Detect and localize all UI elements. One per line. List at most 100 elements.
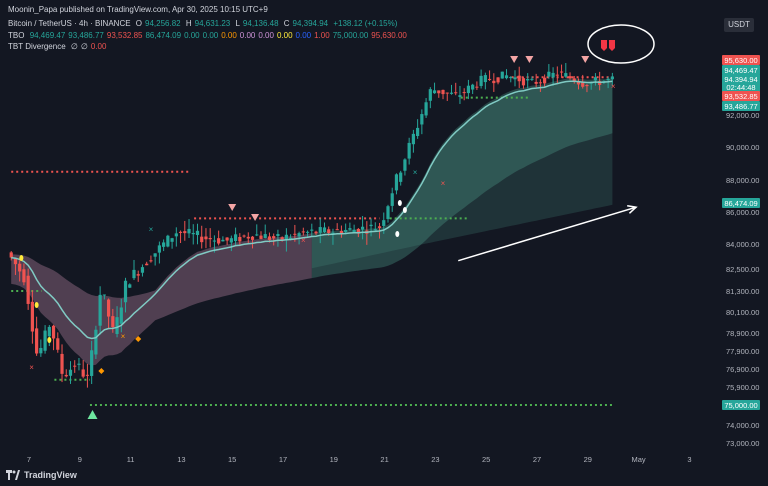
candle-down[interactable] xyxy=(335,223,339,231)
candle-down[interactable] xyxy=(314,230,318,235)
candle-up[interactable] xyxy=(416,119,420,139)
candle-up[interactable] xyxy=(369,218,373,237)
candle-up[interactable] xyxy=(551,67,555,86)
candle-down[interactable] xyxy=(106,298,111,329)
candle-down[interactable] xyxy=(462,88,466,101)
candle-down[interactable] xyxy=(441,89,445,100)
candle-down[interactable] xyxy=(35,316,39,356)
candle-up[interactable] xyxy=(610,72,614,86)
candle-up[interactable] xyxy=(128,283,132,288)
candle-down[interactable] xyxy=(64,369,68,378)
candle-up[interactable] xyxy=(513,70,517,87)
candle-down[interactable] xyxy=(538,79,542,92)
candle-down[interactable] xyxy=(18,260,22,282)
candle-up[interactable] xyxy=(162,239,166,252)
candle-down[interactable] xyxy=(437,90,441,98)
symbol-name[interactable]: Bitcoin / TetherUS · 4h · BINANCE xyxy=(8,19,131,28)
candle-up[interactable] xyxy=(509,76,513,83)
candle-up[interactable] xyxy=(39,339,43,357)
candle-down[interactable] xyxy=(238,233,242,247)
candle-down[interactable] xyxy=(454,82,458,96)
candle-up[interactable] xyxy=(94,325,98,359)
candle-up[interactable] xyxy=(195,223,200,245)
candle-up[interactable] xyxy=(310,223,314,237)
candle-down[interactable] xyxy=(136,270,140,282)
candle-up[interactable] xyxy=(407,137,411,165)
candle-down[interactable] xyxy=(85,363,90,388)
candle-up[interactable] xyxy=(386,204,390,223)
candle-up[interactable] xyxy=(221,236,225,242)
tbt-legend[interactable]: TBT Divergence ∅ ∅ 0.00 xyxy=(8,42,112,51)
candle-down[interactable] xyxy=(60,344,64,383)
candle-down[interactable] xyxy=(339,225,344,238)
candle-down[interactable] xyxy=(73,360,77,373)
candle-down[interactable] xyxy=(598,71,602,91)
candle-down[interactable] xyxy=(183,220,187,241)
candle-up[interactable] xyxy=(276,229,280,247)
candle-up[interactable] xyxy=(547,64,551,79)
candle-down[interactable] xyxy=(178,230,183,244)
price-axis[interactable]: 73,000.00 74,000.00 75,000.00 75,900.00 76,9… xyxy=(726,53,759,448)
candle-up[interactable] xyxy=(399,170,403,186)
candle-down[interactable] xyxy=(517,66,521,88)
candle-up[interactable] xyxy=(352,224,356,233)
candle-up[interactable] xyxy=(255,224,259,237)
time-axis[interactable]: 7 9 11 13 15 17 19 21 23 25 27 29 May 3 xyxy=(27,455,692,464)
candle-up[interactable] xyxy=(344,223,348,235)
candle-down[interactable] xyxy=(521,76,526,89)
candle-up[interactable] xyxy=(305,230,310,238)
candle-up[interactable] xyxy=(479,69,483,89)
candle-up[interactable] xyxy=(466,79,471,100)
candle-up[interactable] xyxy=(564,63,568,78)
tbt-indicator-name[interactable]: TBT Divergence xyxy=(8,42,66,51)
candle-up[interactable] xyxy=(428,87,432,109)
candle-up[interactable] xyxy=(530,76,534,81)
candle-up[interactable] xyxy=(373,222,377,232)
candle-down[interactable] xyxy=(572,75,576,84)
symbol-legend[interactable]: Bitcoin / TetherUS · 4h · BINANCE O 94,25… xyxy=(8,19,400,28)
candle-up[interactable] xyxy=(424,98,428,118)
candle-up[interactable] xyxy=(593,73,598,86)
candle-down[interactable] xyxy=(217,230,221,246)
candle-up[interactable] xyxy=(140,264,145,277)
candle-down[interactable] xyxy=(81,360,85,379)
candle-down[interactable] xyxy=(208,228,212,248)
candle-down[interactable] xyxy=(487,70,492,81)
candle-down[interactable] xyxy=(22,263,26,286)
candle-up[interactable] xyxy=(360,215,365,240)
candle-up[interactable] xyxy=(263,224,267,239)
candle-down[interactable] xyxy=(30,290,34,344)
candle-up[interactable] xyxy=(348,222,352,231)
candle-up[interactable] xyxy=(420,109,424,135)
candle-up[interactable] xyxy=(390,187,394,212)
candle-down[interactable] xyxy=(250,235,255,249)
candle-up[interactable] xyxy=(233,227,238,246)
candle-up[interactable] xyxy=(153,253,157,266)
candle-down[interactable] xyxy=(272,233,276,246)
tbo-indicator-name[interactable]: TBO xyxy=(8,31,25,40)
candle-up[interactable] xyxy=(471,83,475,95)
candle-up[interactable] xyxy=(322,222,327,234)
candles[interactable] xyxy=(9,63,614,388)
candle-up[interactable] xyxy=(98,286,102,335)
candle-down[interactable] xyxy=(149,255,153,263)
candle-up[interactable] xyxy=(403,158,407,176)
candle-up[interactable] xyxy=(119,298,123,333)
candle-down[interactable] xyxy=(200,225,204,249)
candle-down[interactable] xyxy=(559,64,564,78)
candle-down[interactable] xyxy=(204,228,208,249)
candle-down[interactable] xyxy=(56,332,60,353)
candle-up[interactable] xyxy=(191,224,195,245)
candle-up[interactable] xyxy=(187,219,191,239)
currency-button[interactable]: USDT xyxy=(724,18,754,32)
candle-down[interactable] xyxy=(534,73,538,88)
candle-up[interactable] xyxy=(157,241,161,264)
candle-down[interactable] xyxy=(301,227,305,236)
candle-down[interactable] xyxy=(492,73,496,92)
candle-down[interactable] xyxy=(225,237,229,245)
candle-up[interactable] xyxy=(526,73,530,89)
candle-up[interactable] xyxy=(331,228,335,245)
candle-down[interactable] xyxy=(9,251,13,261)
candle-up[interactable] xyxy=(77,357,81,371)
